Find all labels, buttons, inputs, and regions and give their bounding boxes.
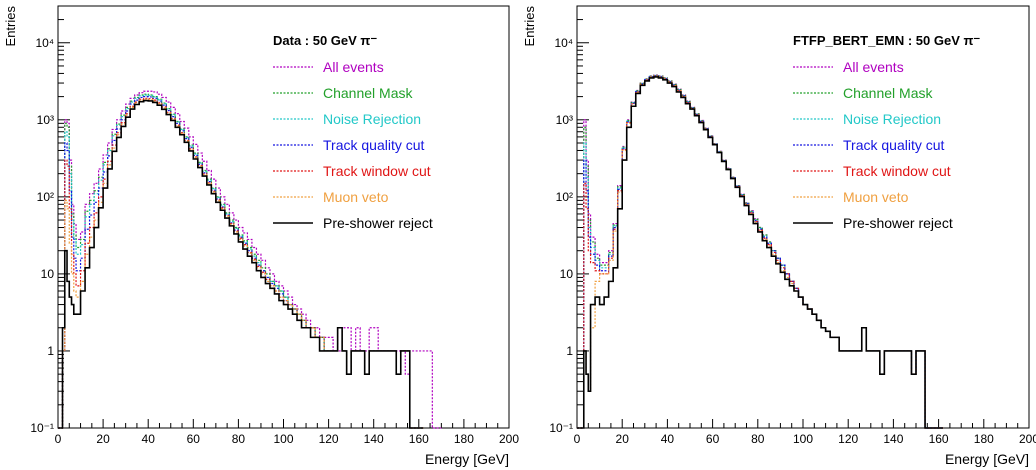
y-tick-label: 10	[560, 267, 574, 281]
legend-entry: Channel Mask	[843, 85, 933, 101]
legend-entry: Track quality cut	[323, 137, 425, 153]
x-tick-label: 140	[364, 432, 384, 446]
x-tick-label: 20	[96, 432, 110, 446]
x-tick-label: 120	[838, 432, 858, 446]
legend-entry: Track window cut	[843, 163, 951, 179]
y-tick-label: 10³	[556, 113, 573, 127]
y-tick-label: 10⁻¹	[30, 421, 54, 435]
legend-entry: All events	[323, 59, 384, 75]
legend-entry: Track window cut	[323, 163, 431, 179]
series-line	[577, 75, 944, 429]
x-tick-label: 200	[1019, 432, 1036, 446]
x-tick-label: 100	[273, 432, 293, 446]
y-tick-label: 10	[41, 267, 55, 281]
x-tick-label: 40	[661, 432, 675, 446]
x-tick-label: 0	[55, 432, 62, 446]
series-line	[58, 99, 424, 429]
legend-entry: Pre-shower reject	[843, 215, 953, 231]
plot-frame	[576, 5, 1030, 429]
x-axis-label: Energy [GeV]	[945, 451, 1029, 467]
x-tick-label: 20	[616, 432, 630, 446]
y-tick-label: 10⁴	[35, 36, 54, 50]
x-tick-label: 100	[793, 432, 813, 446]
legend-entry: Noise Rejection	[323, 111, 421, 127]
series-line	[577, 74, 944, 429]
legend-entry: Channel Mask	[323, 85, 413, 101]
legend-entry: Muon veto	[843, 189, 909, 205]
x-tick-label: 80	[751, 432, 765, 446]
legend-entry: Pre-shower reject	[323, 215, 433, 231]
legend-entry: Noise Rejection	[843, 111, 941, 127]
x-tick-label: 180	[974, 432, 994, 446]
x-tick-label: 60	[187, 432, 201, 446]
series-line	[577, 76, 944, 429]
x-tick-label: 180	[454, 432, 474, 446]
y-tick-label: 1	[47, 344, 54, 358]
panel-simulation: Entries Energy [GeV] FTFP_BERT_EMN : 50 …	[522, 5, 1036, 467]
x-axis-label: Energy [GeV]	[425, 451, 509, 467]
series-line	[58, 90, 442, 429]
plot-frame	[57, 5, 510, 429]
x-tick-label: 140	[883, 432, 903, 446]
x-tick-label: 120	[319, 432, 339, 446]
legend-entry: Track quality cut	[843, 137, 945, 153]
x-tick-label: 160	[929, 432, 949, 446]
y-tick-label: 10⁴	[554, 36, 573, 50]
x-tick-label: 60	[706, 432, 720, 446]
x-tick-label: 160	[409, 432, 429, 446]
panel-data: Entries Energy [GeV] Data : 50 GeV π⁻ 0 2…	[3, 5, 519, 467]
legend-title: FTFP_BERT_EMN : 50 GeV π⁻	[793, 33, 980, 48]
y-tick-label: 10³	[37, 113, 54, 127]
legend-entry: Muon veto	[323, 189, 389, 205]
legend-entry: All events	[843, 59, 904, 75]
y-tick-label: 10²	[37, 190, 54, 204]
x-tick-label: 80	[232, 432, 246, 446]
x-tick-label: 200	[499, 432, 519, 446]
y-tick-label: 10⁻¹	[549, 421, 573, 435]
x-tick-label: 0	[574, 432, 581, 446]
series-line	[577, 75, 944, 429]
series-line	[577, 74, 944, 429]
y-axis-label: Entries	[522, 6, 537, 47]
x-tick-label: 40	[142, 432, 156, 446]
legend-title: Data : 50 GeV π⁻	[273, 33, 377, 48]
y-tick-label: 10²	[556, 190, 573, 204]
series-line	[577, 75, 944, 429]
y-tick-label: 1	[566, 344, 573, 358]
series-line	[58, 93, 424, 429]
y-axis-label: Entries	[3, 6, 18, 47]
series-line	[577, 74, 944, 429]
